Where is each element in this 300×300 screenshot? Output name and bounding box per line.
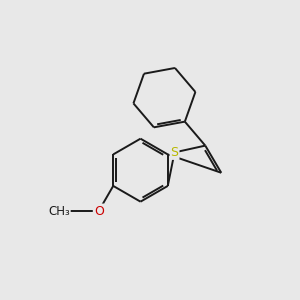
Text: S: S (170, 146, 178, 159)
Text: CH₃: CH₃ (48, 205, 70, 218)
Text: O: O (94, 205, 104, 218)
